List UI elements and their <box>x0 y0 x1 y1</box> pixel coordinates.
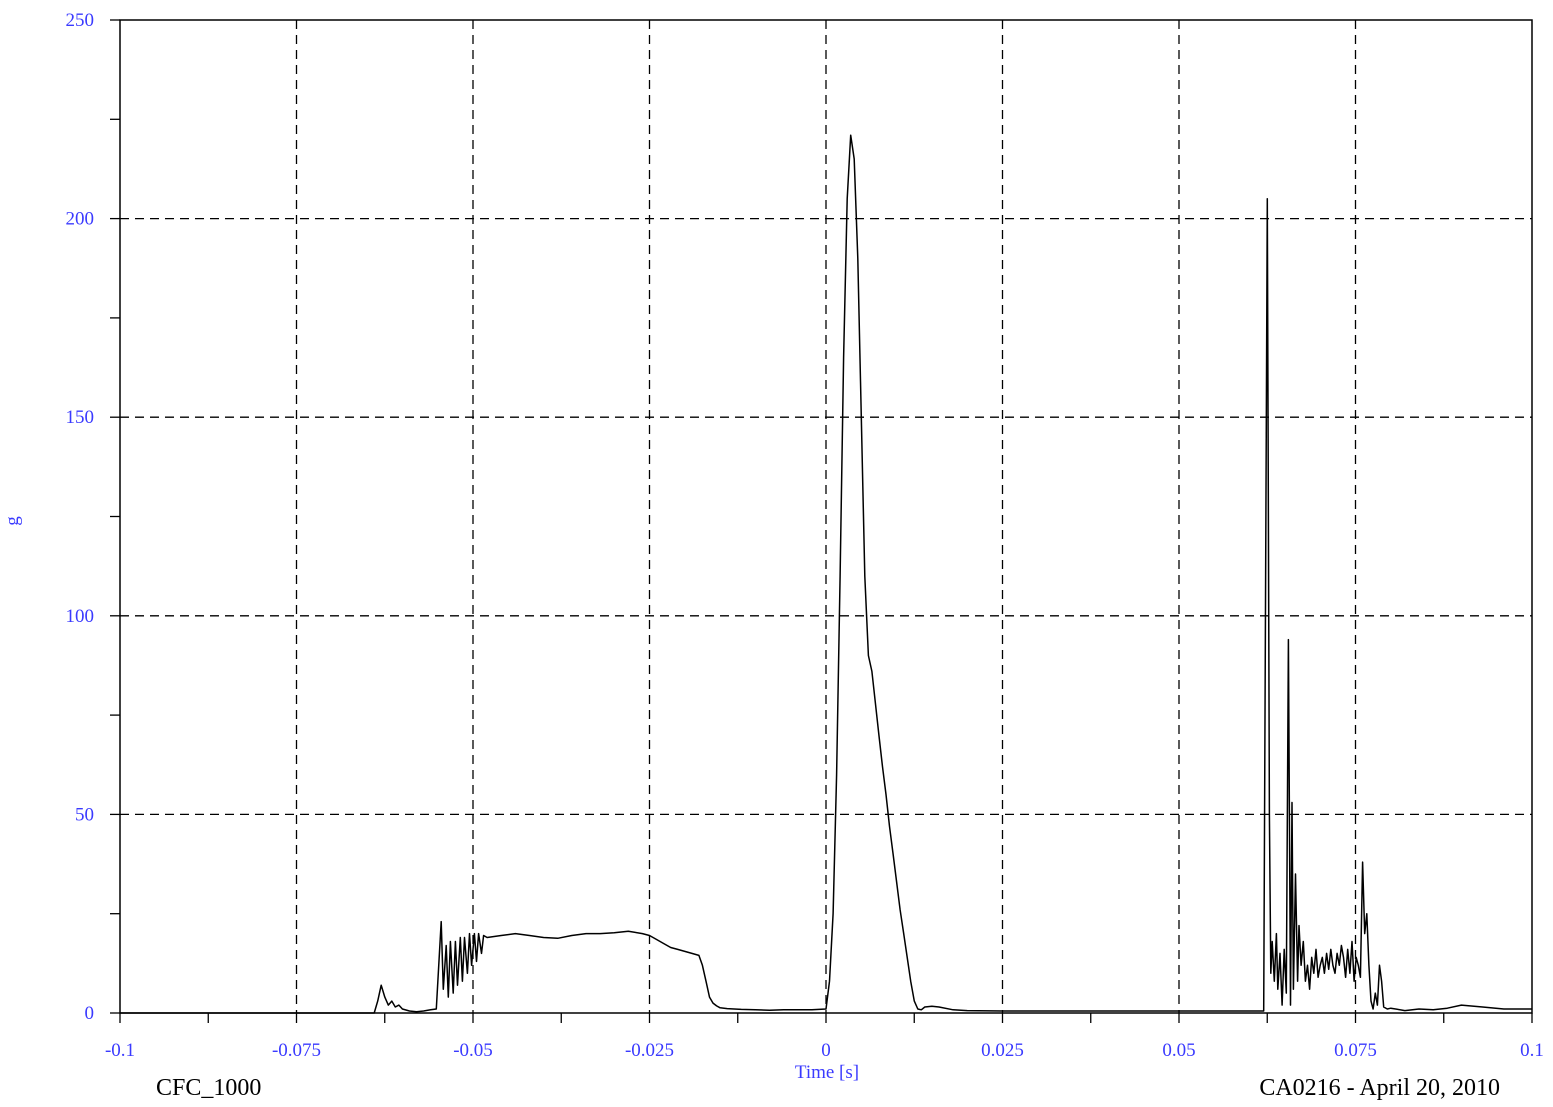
y-tick-label: 0 <box>85 1003 95 1024</box>
x-tick-label: -0.05 <box>453 1040 493 1061</box>
y-tick-label: 100 <box>66 606 95 627</box>
y-tick-labels: 0 50 100 150 200 250 <box>66 10 95 1024</box>
x-tick-label: 0.05 <box>1162 1040 1195 1061</box>
footer-right-label: CA0216 - April 20, 2010 <box>1259 1075 1500 1101</box>
y-tick-label: 250 <box>66 10 95 31</box>
x-tick-labels: -0.1 -0.075 -0.05 -0.025 0 0.025 0.05 0.075 0.1 <box>105 1040 1544 1061</box>
footer-left-label: CFC_1000 <box>156 1075 261 1101</box>
x-tick-label: -0.1 <box>105 1040 135 1061</box>
y-tick-label: 150 <box>66 407 95 428</box>
x-tick-label: -0.075 <box>272 1040 321 1061</box>
x-tick-label: 0.075 <box>1334 1040 1377 1061</box>
y-axis-label: g <box>2 516 23 526</box>
x-axis-label: Time [s] <box>795 1062 859 1083</box>
grid-lines <box>120 20 1532 1013</box>
y-tick-label: 200 <box>66 209 95 230</box>
x-tick-label: 0.1 <box>1520 1040 1544 1061</box>
x-tick-label: 0.025 <box>981 1040 1024 1061</box>
y-tick-label: 50 <box>75 804 94 825</box>
x-tick-label: -0.025 <box>625 1040 674 1061</box>
series-line <box>120 134 1532 1014</box>
x-tick-label: 0 <box>821 1040 831 1061</box>
axis-ticks <box>110 19 1533 1023</box>
